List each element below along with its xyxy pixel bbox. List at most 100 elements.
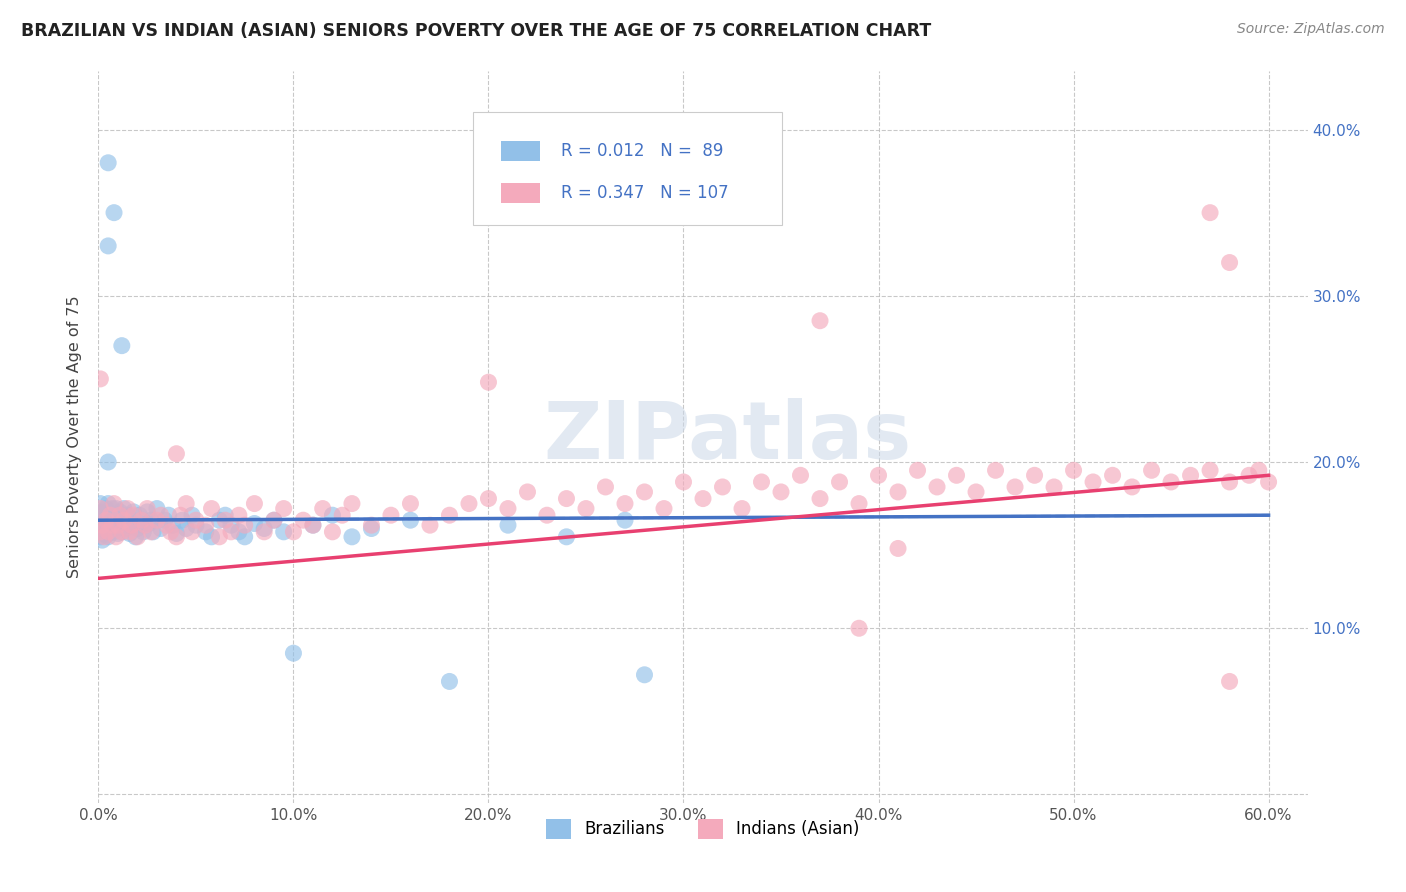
Point	[194, 518, 217, 533]
Point	[111, 524, 134, 539]
Point	[614, 513, 637, 527]
Point	[128, 508, 150, 523]
Point	[1199, 463, 1222, 477]
Point	[172, 513, 194, 527]
Point	[711, 480, 734, 494]
Point	[243, 497, 266, 511]
Point	[233, 530, 256, 544]
Point	[89, 501, 111, 516]
Point	[399, 497, 422, 511]
Point	[1024, 468, 1046, 483]
Point	[89, 505, 111, 519]
Point	[89, 497, 111, 511]
Point	[312, 501, 335, 516]
Point	[848, 621, 870, 635]
Point	[89, 521, 111, 535]
Point	[97, 497, 120, 511]
Point	[97, 524, 120, 539]
Point	[228, 508, 250, 523]
Point	[652, 501, 675, 516]
Point	[111, 524, 134, 539]
Point	[112, 501, 135, 516]
Point	[97, 508, 120, 523]
Point	[380, 508, 402, 523]
Point	[1160, 475, 1182, 489]
Legend: Brazilians, Indians (Asian): Brazilians, Indians (Asian)	[540, 812, 866, 846]
Point	[89, 530, 111, 544]
Point	[1004, 480, 1026, 494]
Point	[219, 518, 242, 533]
Point	[1199, 205, 1222, 219]
Point	[103, 511, 125, 525]
Point	[360, 518, 382, 533]
Point	[118, 524, 141, 539]
Point	[104, 521, 127, 535]
Point	[112, 513, 135, 527]
Point	[89, 513, 111, 527]
Point	[103, 497, 125, 511]
Point	[200, 530, 222, 544]
Point	[633, 667, 655, 681]
Text: R = 0.012   N =  89: R = 0.012 N = 89	[561, 142, 724, 160]
Point	[127, 530, 149, 544]
Point	[925, 480, 948, 494]
Point	[96, 528, 118, 542]
Point	[789, 468, 811, 483]
Point	[98, 524, 121, 539]
Point	[97, 518, 120, 533]
Point	[104, 501, 127, 516]
Point	[808, 491, 831, 506]
Point	[1140, 463, 1163, 477]
Point	[112, 513, 135, 527]
Point	[868, 468, 890, 483]
Point	[111, 338, 134, 352]
Point	[91, 533, 114, 548]
Point	[122, 505, 145, 519]
Point	[208, 530, 231, 544]
Point	[253, 524, 276, 539]
Point	[98, 516, 121, 531]
Point	[633, 484, 655, 499]
Point	[117, 501, 139, 516]
Point	[1121, 480, 1143, 494]
Point	[121, 518, 143, 533]
Point	[321, 508, 343, 523]
Point	[243, 516, 266, 531]
Point	[91, 524, 114, 539]
Point	[330, 508, 353, 523]
Point	[103, 524, 125, 539]
Point	[93, 505, 115, 519]
Point	[692, 491, 714, 506]
Point	[138, 516, 160, 531]
Point	[273, 501, 295, 516]
Point	[91, 518, 114, 533]
Point	[1180, 468, 1202, 483]
Point	[1063, 463, 1085, 477]
Point	[93, 526, 115, 541]
Point	[127, 521, 149, 535]
Point	[149, 521, 172, 535]
Point	[828, 475, 851, 489]
Point	[107, 518, 129, 533]
Point	[848, 497, 870, 511]
Point	[181, 508, 204, 523]
Point	[165, 530, 187, 544]
Point	[496, 518, 519, 533]
Point	[89, 524, 111, 539]
Point	[98, 508, 121, 523]
Point	[731, 501, 754, 516]
Point	[165, 447, 187, 461]
Point	[122, 508, 145, 523]
Point	[887, 541, 910, 556]
Point	[283, 646, 305, 660]
Point	[808, 314, 831, 328]
Point	[219, 524, 242, 539]
Point	[174, 497, 197, 511]
Point	[146, 513, 169, 527]
Point	[149, 508, 172, 523]
Point	[1043, 480, 1066, 494]
Point	[91, 508, 114, 523]
Point	[97, 155, 120, 169]
Point	[477, 375, 499, 389]
Text: R = 0.347   N = 107: R = 0.347 N = 107	[561, 184, 730, 202]
